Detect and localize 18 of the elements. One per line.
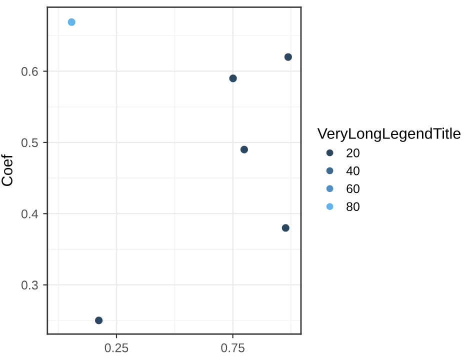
y-axis-title: Coef [1, 154, 12, 186]
point [284, 53, 292, 61]
legend-title: VeryLongLegendTitle [317, 128, 460, 142]
point [94, 316, 103, 324]
y-tick-label: 0.6 [21, 67, 38, 76]
y-tick-label: 0.5 [21, 138, 38, 148]
legend-label: 80 [346, 202, 360, 212]
legend-label: 40 [346, 166, 360, 176]
point [282, 224, 290, 232]
x-tick-label: 0.25 [104, 343, 128, 352]
point [240, 146, 248, 154]
point [229, 74, 237, 82]
x-tick-label: 0.75 [221, 343, 244, 352]
point [68, 18, 76, 26]
y-tick-label: 0.4 [21, 209, 38, 218]
y-tick-label: 0.3 [21, 280, 38, 290]
legend-label: 60 [346, 184, 360, 194]
legend-label: 20 [346, 148, 360, 158]
